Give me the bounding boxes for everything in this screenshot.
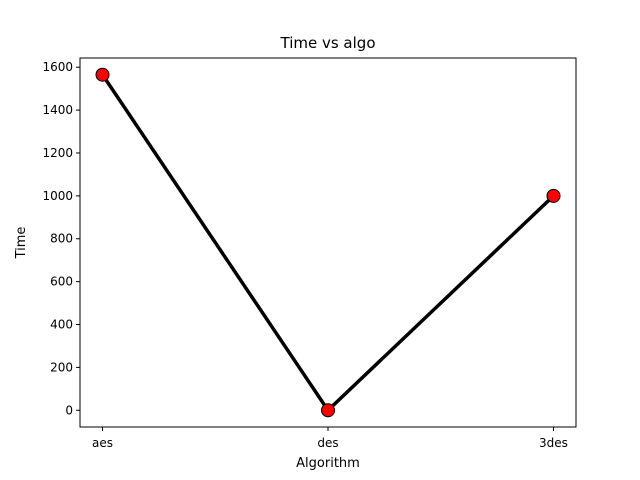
- plot-area: [80, 58, 576, 427]
- x-tick-label: des: [317, 436, 338, 450]
- y-tick-label: 0: [65, 403, 73, 417]
- y-tick-label: 1400: [42, 103, 73, 117]
- series-layer: [95, 67, 561, 418]
- y-axis-ticks: 0 200 400 600 800 1000 1200 1400 1600: [42, 60, 80, 417]
- x-tick-label: 3des: [539, 436, 568, 450]
- data-point-marker: [546, 188, 561, 203]
- y-tick-label: 400: [50, 318, 73, 332]
- y-tick-label: 800: [50, 232, 73, 246]
- data-point-marker: [95, 67, 110, 82]
- chart-title: Time vs algo: [280, 34, 376, 52]
- plot-frame: [79, 57, 577, 428]
- x-axis-ticks: aes des 3des: [92, 427, 568, 450]
- y-tick-label: 1600: [42, 60, 73, 74]
- y-tick-label: 1000: [42, 189, 73, 203]
- x-tick-label: aes: [92, 436, 113, 450]
- y-tick-label: 600: [50, 275, 73, 289]
- y-tick-label: 1200: [42, 146, 73, 160]
- x-axis-label: Algorithm: [296, 456, 360, 471]
- y-tick-label: 200: [50, 360, 73, 374]
- y-axis-label: Time: [14, 227, 29, 260]
- data-point-marker: [321, 403, 335, 418]
